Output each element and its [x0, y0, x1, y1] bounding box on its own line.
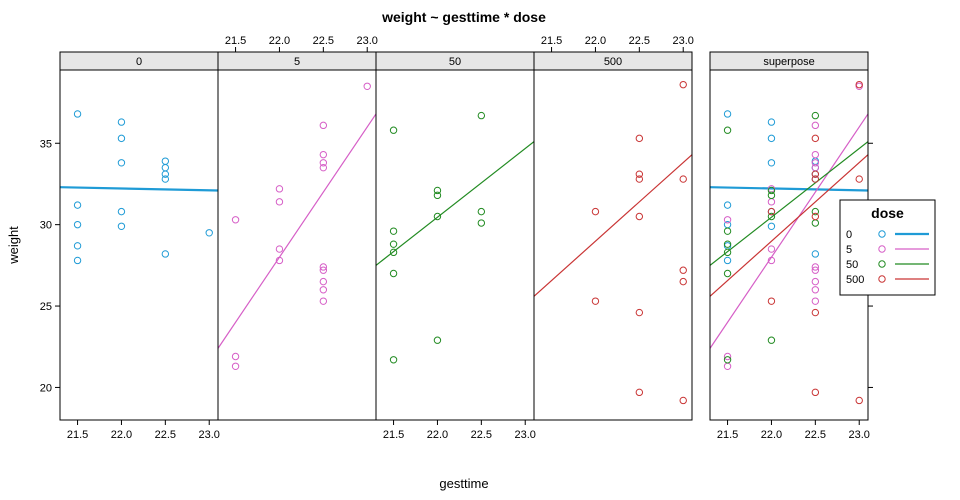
x-tick-label: 23.0 — [515, 429, 536, 441]
x-tick-label: 22.5 — [471, 429, 492, 441]
strip-label: 5 — [294, 56, 300, 68]
x-tick-label: 23.0 — [849, 429, 870, 441]
x-tick-label: 22.5 — [155, 429, 176, 441]
x-tick-label: 23.0 — [357, 35, 378, 47]
x-tick-label: 21.5 — [383, 429, 404, 441]
lattice-chart: weight ~ gesttime * dose weight gesttime 20… — [0, 0, 960, 500]
x-axis-label: gesttime — [439, 476, 488, 491]
y-axis-label: weight — [6, 226, 21, 265]
x-tick-label: 22.5 — [629, 35, 650, 47]
strip-label: 0 — [136, 56, 142, 68]
y-tick-label: 35 — [40, 138, 52, 150]
x-tick-label: 22.5 — [805, 429, 826, 441]
legend-label: 50 — [846, 259, 858, 271]
legend-label: 5 — [846, 244, 852, 256]
x-tick-label: 21.5 — [717, 429, 738, 441]
y-tick-label: 25 — [40, 301, 52, 313]
x-tick-label: 21.5 — [67, 429, 88, 441]
x-tick-label: 22.0 — [761, 429, 782, 441]
legend-title: dose — [871, 205, 904, 221]
strip-label: 500 — [604, 56, 622, 68]
strip-label: superpose — [763, 56, 814, 68]
x-tick-label: 21.5 — [541, 35, 562, 47]
x-tick-label: 22.0 — [427, 429, 448, 441]
legend-label: 500 — [846, 274, 864, 286]
legend-label: 0 — [846, 229, 852, 241]
strip-label: 50 — [449, 56, 461, 68]
x-tick-label: 23.0 — [199, 429, 220, 441]
x-tick-label: 22.0 — [111, 429, 132, 441]
chart-title: weight ~ gesttime * dose — [381, 9, 546, 25]
x-tick-label: 22.0 — [269, 35, 290, 47]
y-tick-label: 20 — [40, 382, 52, 394]
chart-container: weight ~ gesttime * dose weight gesttime 20… — [0, 0, 960, 500]
x-tick-label: 22.0 — [585, 35, 606, 47]
x-tick-label: 21.5 — [225, 35, 246, 47]
x-tick-label: 22.5 — [313, 35, 334, 47]
y-tick-label: 30 — [40, 220, 52, 232]
x-tick-label: 23.0 — [673, 35, 694, 47]
